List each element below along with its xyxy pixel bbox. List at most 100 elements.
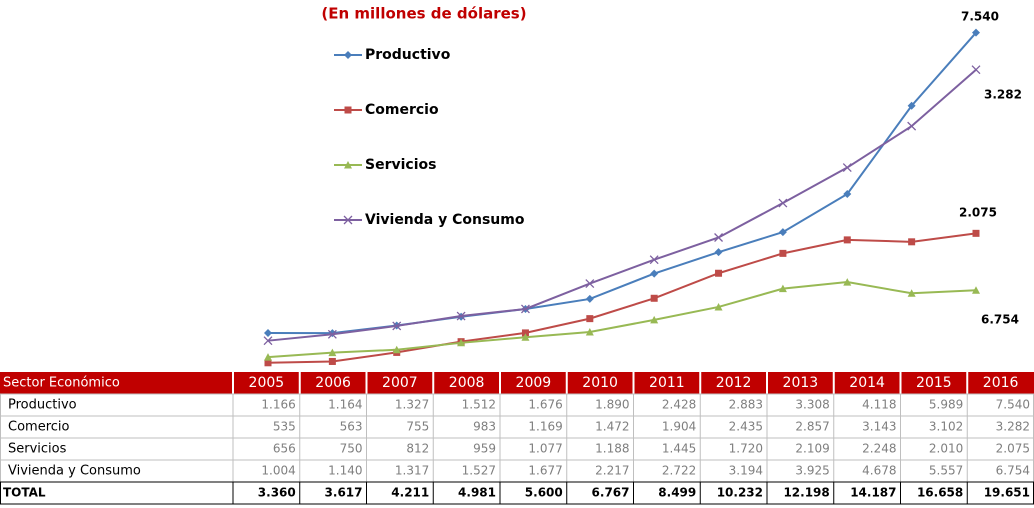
cell-value: 6.754 [996,464,1030,478]
marker [264,329,272,338]
cell-value: 1.164 [328,398,362,412]
marker [972,28,980,37]
total-value: 14.187 [850,486,896,500]
marker [344,106,352,114]
total-value: 3.360 [258,486,296,500]
cell-value: 2.857 [795,420,829,434]
cell-value: 563 [340,420,363,434]
cell-value: 3.143 [862,420,896,434]
cell-value: 3.925 [795,464,829,478]
cell-value: 1.676 [528,398,562,412]
cell-value: 535 [273,420,296,434]
data-label: 2.075 [959,206,997,220]
cell-value: 983 [473,420,496,434]
marker [714,248,723,257]
total-value: 12.198 [783,486,829,500]
table-header: Sector Económico [3,376,120,391]
cell-value: 1.166 [261,398,295,412]
marker [907,101,916,110]
cell-value: 1.317 [395,464,429,478]
marker [521,333,530,341]
marker [585,279,595,288]
total-value: 16.658 [917,486,963,500]
cell-value: 5.557 [929,464,963,478]
marker [585,328,594,336]
cell-value: 2.722 [662,464,696,478]
year-header: 2011 [649,375,685,391]
cell-value: 1.169 [528,420,562,434]
marker [457,338,466,347]
total-value: 4.211 [391,486,429,500]
legend-label: Productivo [365,47,451,63]
cell-value: 3.194 [729,464,763,478]
cell-value: 2.248 [862,442,896,456]
year-header: 2010 [582,375,618,391]
marker [344,161,352,169]
cell-value: 1.188 [595,442,629,456]
total-value: 5.600 [525,486,563,500]
cell-value: 3.308 [795,398,829,412]
cell-value: 1.527 [462,464,496,478]
cell-value: 2.435 [729,420,763,434]
marker [263,336,273,346]
marker [327,329,337,339]
cell-value: 1.472 [595,420,629,434]
marker [778,284,787,293]
cell-value: 2.075 [996,442,1030,456]
marker [714,302,723,311]
cell-value: 959 [473,442,496,456]
year-header: 2012 [716,375,752,391]
cell-value: 1.004 [261,464,295,478]
marker [344,51,352,59]
total-value: 4.981 [458,486,496,500]
series-line [267,232,977,364]
marker [392,345,401,354]
marker [392,321,402,331]
marker [907,121,917,131]
marker [908,238,916,246]
year-header: 2014 [849,375,885,391]
cell-value: 3.282 [996,420,1030,434]
cell-value: 1.904 [662,420,696,434]
marker [972,286,980,294]
marker [907,289,916,297]
marker [586,315,594,323]
cell-value: 4.118 [862,398,896,412]
total-value: 6.767 [592,486,630,500]
cell-value: 1.512 [462,398,496,412]
data-label: 3.282 [984,88,1022,102]
data-label: 7.540 [961,10,999,24]
year-header: 2005 [249,375,285,391]
marker [778,198,788,208]
legend-label: Vivienda y Consumo [365,212,525,228]
marker [521,329,529,337]
year-header: 2009 [516,375,552,391]
cell-value: 1.077 [528,442,562,456]
cell-value: 2.883 [729,398,763,412]
cell-value: 1.720 [729,442,763,456]
marker [264,359,272,367]
marker [585,294,594,303]
marker [715,269,723,277]
marker [343,215,353,225]
marker [778,228,787,237]
total-label: TOTAL [3,486,46,500]
marker [456,311,466,321]
year-header: 2006 [315,375,351,391]
cell-value: 2.428 [662,398,696,412]
legend-label: Servicios [365,157,436,173]
marker [650,269,659,278]
row-label: Vivienda y Consumo [8,464,141,479]
cell-value: 1.327 [395,398,429,412]
total-value: 8.499 [658,486,696,500]
marker [972,229,980,237]
cell-value: 1.890 [595,398,629,412]
table-header-bg [0,372,1034,394]
marker [328,348,337,357]
marker [650,294,658,302]
cell-value: 812 [406,442,429,456]
series-line [267,281,977,359]
cell-value: 1.140 [328,464,362,478]
cell-value: 2.217 [595,464,629,478]
year-header: 2016 [983,375,1019,391]
